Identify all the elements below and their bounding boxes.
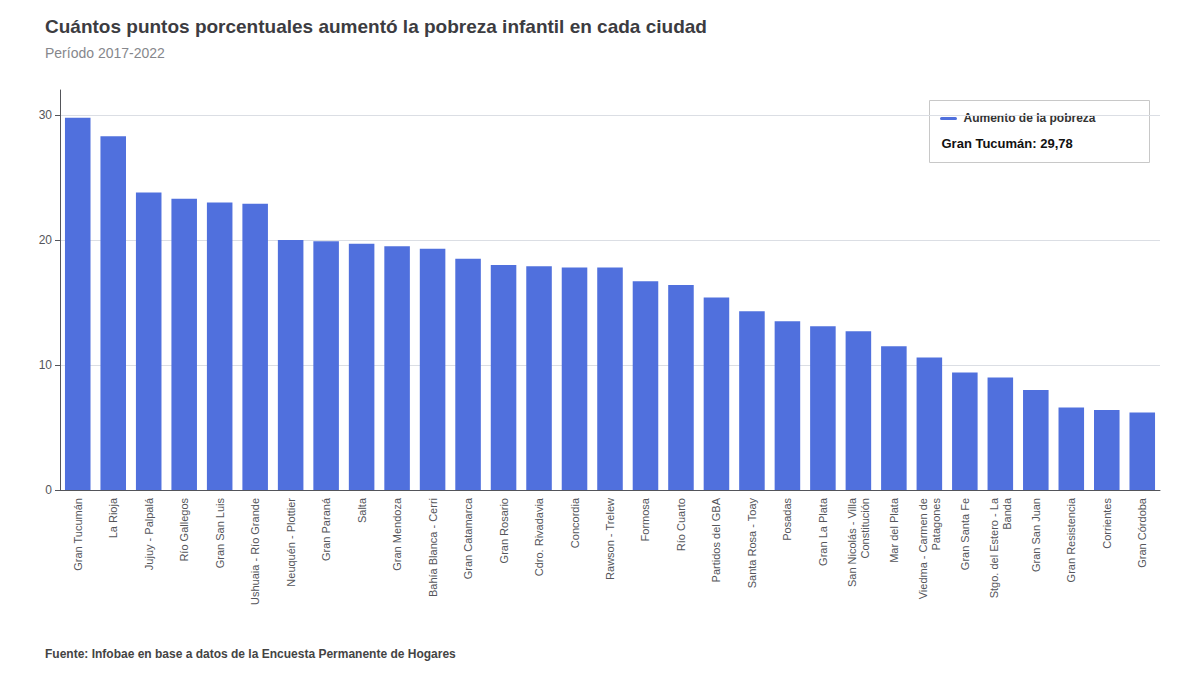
- svg-text:Gran Santa Fe: Gran Santa Fe: [959, 498, 971, 570]
- svg-text:Santa Rosa - Toay: Santa Rosa - Toay: [746, 498, 758, 589]
- svg-text:Mar del Plata: Mar del Plata: [888, 497, 900, 563]
- svg-text:Cuántos puntos porcentuales au: Cuántos puntos porcentuales aumentó la p…: [45, 16, 707, 37]
- svg-text:Gran Mendoza: Gran Mendoza: [391, 497, 403, 571]
- svg-text:Posadas: Posadas: [781, 498, 793, 541]
- svg-text:Aumento de la pobreza: Aumento de la pobreza: [964, 111, 1096, 125]
- svg-text:Salta: Salta: [356, 497, 368, 523]
- svg-text:Gran Córdoba: Gran Córdoba: [1136, 497, 1148, 568]
- svg-text:La Rioja: La Rioja: [107, 497, 119, 538]
- svg-text:Gran Tucumán: Gran Tucumán: [72, 498, 84, 571]
- svg-text:Ushuaia - Río Grande: Ushuaia - Río Grande: [249, 498, 261, 605]
- svg-text:San Nicolás - Villa: San Nicolás - Villa: [846, 497, 858, 587]
- svg-text:Viedma - Carmen de: Viedma - Carmen de: [917, 498, 929, 599]
- svg-text:Gran Resistencia: Gran Resistencia: [1065, 497, 1077, 582]
- svg-text:Partidos del GBA: Partidos del GBA: [710, 497, 722, 582]
- svg-text:Gran Tucumán: 29,78: Gran Tucumán: 29,78: [942, 136, 1073, 151]
- svg-text:20: 20: [39, 233, 53, 247]
- svg-text:Gran Catamarca: Gran Catamarca: [462, 497, 474, 579]
- svg-text:Gran San Juan: Gran San Juan: [1030, 498, 1042, 572]
- svg-text:Cdro. Rivadavia: Cdro. Rivadavia: [533, 497, 545, 576]
- svg-text:Formosa: Formosa: [639, 497, 651, 541]
- svg-text:30: 30: [39, 108, 53, 122]
- svg-text:Río Cuarto: Río Cuarto: [675, 498, 687, 551]
- svg-text:Corrientes: Corrientes: [1101, 498, 1113, 549]
- svg-text:10: 10: [39, 358, 53, 372]
- svg-text:Bahía Blanca - Cerri: Bahía Blanca - Cerri: [427, 498, 439, 597]
- svg-text:Banda: Banda: [1001, 497, 1013, 530]
- svg-text:Patagones: Patagones: [930, 498, 942, 551]
- svg-text:Stgo. del Estero - La: Stgo. del Estero - La: [988, 497, 1000, 598]
- svg-text:Gran Rosario: Gran Rosario: [498, 498, 510, 563]
- svg-text:Río Gallegos: Río Gallegos: [178, 498, 190, 562]
- svg-text:Concordia: Concordia: [569, 497, 581, 548]
- svg-text:Gran San Luis: Gran San Luis: [214, 498, 226, 569]
- svg-text:Neuquén - Plottier: Neuquén - Plottier: [285, 498, 297, 587]
- svg-text:0: 0: [45, 483, 52, 497]
- svg-text:Gran Paraná: Gran Paraná: [320, 497, 332, 561]
- svg-text:Rawson - Trelew: Rawson - Trelew: [604, 498, 616, 580]
- svg-text:Fuente: Infobae en base a dato: Fuente: Infobae en base a datos de la En…: [45, 647, 456, 661]
- svg-text:Gran La Plata: Gran La Plata: [817, 497, 829, 566]
- svg-text:Jujuy - Palpalá: Jujuy - Palpalá: [143, 497, 155, 570]
- svg-text:Constitución: Constitución: [859, 498, 871, 559]
- svg-text:Período 2017-2022: Período 2017-2022: [45, 45, 165, 61]
